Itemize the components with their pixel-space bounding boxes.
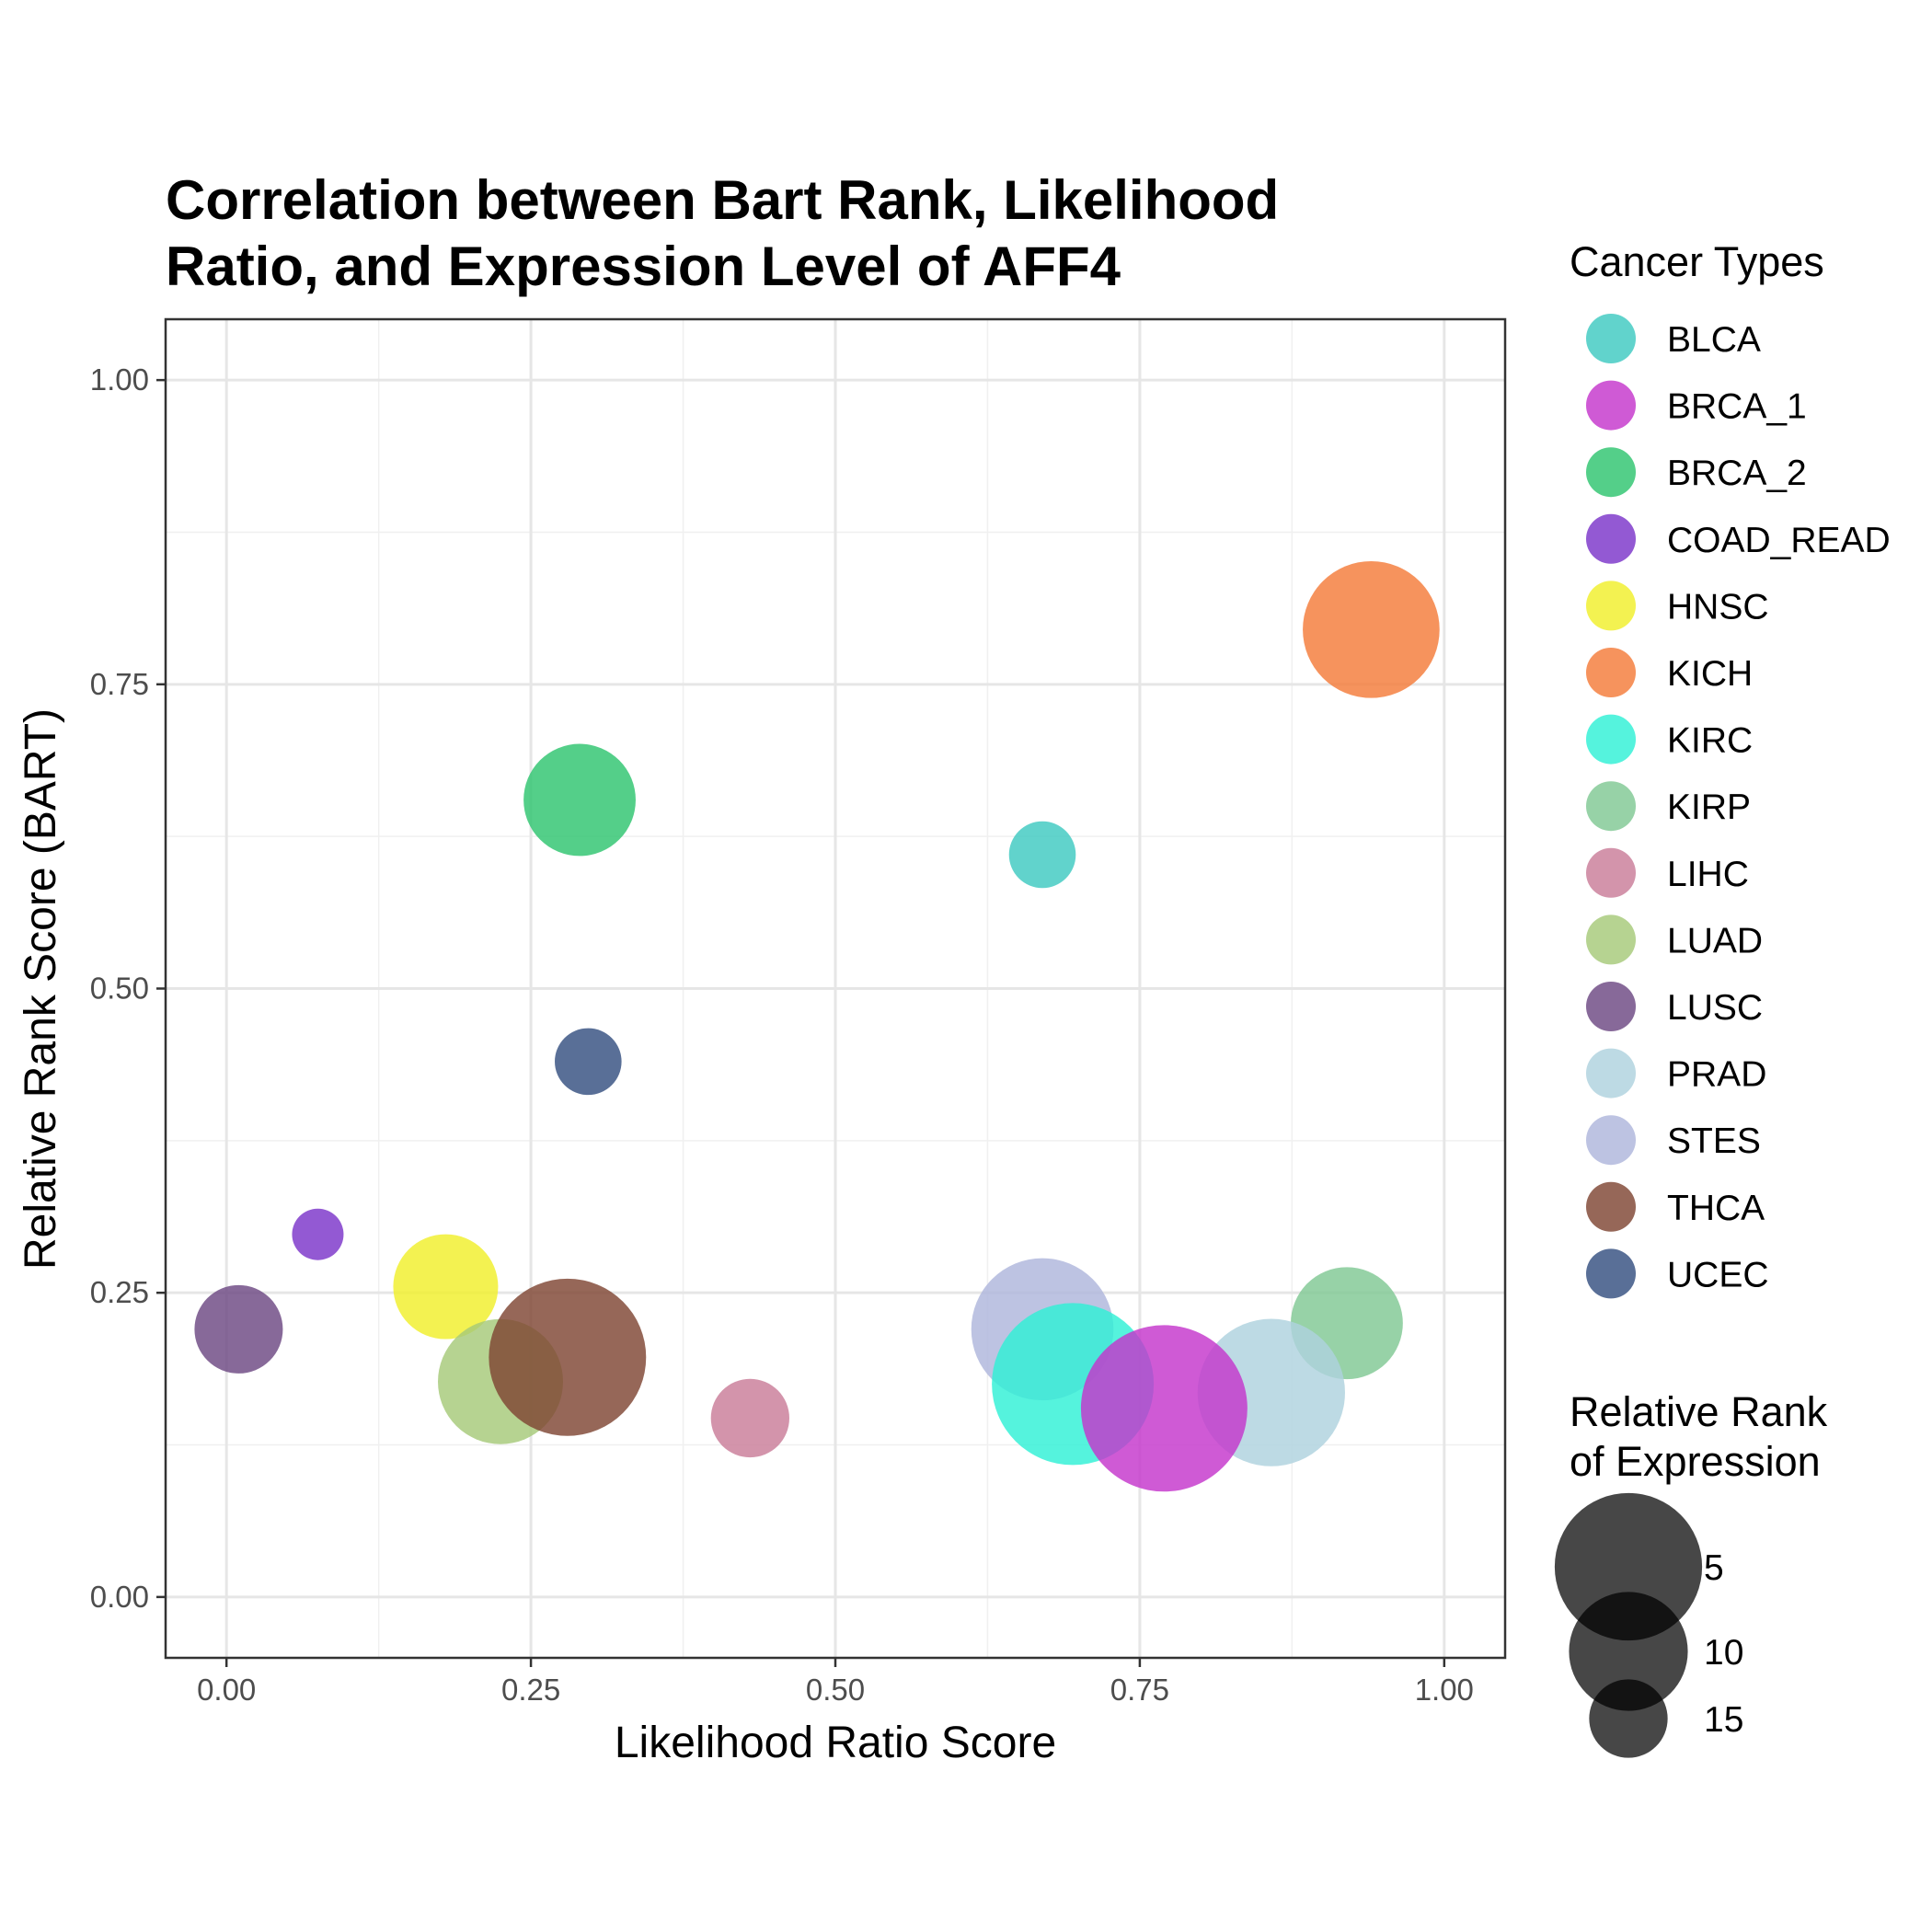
point-hnsc (393, 1234, 499, 1340)
legend-key-prad (1586, 1048, 1636, 1098)
x-tick-label: 0.50 (806, 1673, 865, 1707)
legend-key-lihc (1586, 847, 1636, 898)
size-legend-key (1554, 1492, 1703, 1641)
legend-key-thca (1586, 1181, 1636, 1232)
y-axis-ticks: 0.00 0.25 0.50 0.75 1.00 (90, 362, 166, 1614)
legend-key-kirc (1586, 714, 1636, 765)
legend-label: UCEC (1667, 1255, 1769, 1294)
size-legend-label: 5 (1704, 1548, 1724, 1588)
legend-label: KICH (1667, 654, 1753, 694)
size-legend-title-line-2: of Expression (1570, 1438, 1821, 1485)
legend-label: LUAD (1667, 921, 1763, 960)
y-tick-label: 0.75 (90, 667, 149, 701)
x-tick-label: 1.00 (1415, 1673, 1474, 1707)
chart-title-line-2: Ratio, and Expression Level of AFF4 (166, 236, 1121, 297)
legend-key-brca-1 (1586, 380, 1636, 431)
legend-label: STES (1667, 1121, 1761, 1161)
point-ucec (555, 1028, 622, 1096)
point-lihc (710, 1378, 789, 1458)
size-legend-key (1569, 1592, 1688, 1711)
legend-label: LIHC (1667, 855, 1749, 894)
legend-key-stes (1586, 1115, 1636, 1166)
legend-label: COAD_READ (1667, 521, 1891, 560)
legend-key-coad-read (1586, 513, 1636, 564)
legend-key-luad (1586, 914, 1636, 965)
legend-label: HNSC (1667, 587, 1769, 627)
x-axis-ticks: 0.00 0.25 0.50 0.75 1.00 (197, 1658, 1474, 1707)
legend-label: KIRP (1667, 788, 1751, 827)
point-brca-2 (523, 743, 636, 857)
point-kich (1303, 560, 1440, 698)
point-brca-1 (1080, 1325, 1248, 1492)
x-tick-label: 0.75 (1110, 1673, 1169, 1707)
legend-key-blca (1586, 314, 1636, 363)
size-legend: Relative Rank of Expression 5 10 15 (1554, 1388, 1828, 1758)
y-tick-label: 0.25 (90, 1275, 149, 1309)
x-tick-label: 0.00 (197, 1673, 256, 1707)
legend-key-ucec (1586, 1248, 1636, 1299)
point-coad-read (292, 1208, 344, 1260)
legend-label: THCA (1667, 1189, 1765, 1228)
legend-label: LUSC (1667, 988, 1763, 1028)
plot-panel (164, 317, 1507, 1660)
y-tick-label: 0.50 (90, 972, 149, 1006)
legend-key-kirp (1586, 781, 1636, 832)
data-points (194, 560, 1440, 1492)
size-legend-title-line-1: Relative Rank (1570, 1388, 1828, 1435)
legend-label: BLCA (1667, 320, 1761, 360)
legend-key-kich (1586, 648, 1636, 697)
legend-key-brca-2 (1586, 447, 1636, 498)
x-tick-label: 0.25 (501, 1673, 560, 1707)
size-legend-label: 15 (1704, 1700, 1743, 1740)
legend-key-lusc (1586, 982, 1636, 1031)
point-lusc (194, 1284, 283, 1374)
legend-label: BRCA_1 (1667, 387, 1807, 427)
y-tick-label: 0.00 (90, 1580, 149, 1614)
y-tick-label: 1.00 (90, 362, 149, 397)
x-axis-title: Likelihood Ratio Score (615, 1719, 1056, 1767)
legend-key-hnsc (1586, 581, 1636, 631)
y-axis-title: Relative Rank Score (BART) (17, 708, 65, 1270)
legend-label: KIRC (1667, 721, 1753, 761)
legend-label: PRAD (1667, 1055, 1766, 1095)
point-blca (1008, 821, 1076, 889)
chart-title-line-1: Correlation between Bart Rank, Likelihoo… (166, 169, 1279, 231)
color-legend-title: Cancer Types (1570, 238, 1824, 285)
size-legend-label: 10 (1704, 1633, 1743, 1673)
point-thca (489, 1278, 647, 1436)
legend-label: BRCA_2 (1667, 454, 1807, 493)
size-legend-key (1589, 1679, 1668, 1758)
color-legend: Cancer Types BLCA BRCA_1 BRCA_2 COAD_READ HN… (1570, 238, 1891, 1299)
